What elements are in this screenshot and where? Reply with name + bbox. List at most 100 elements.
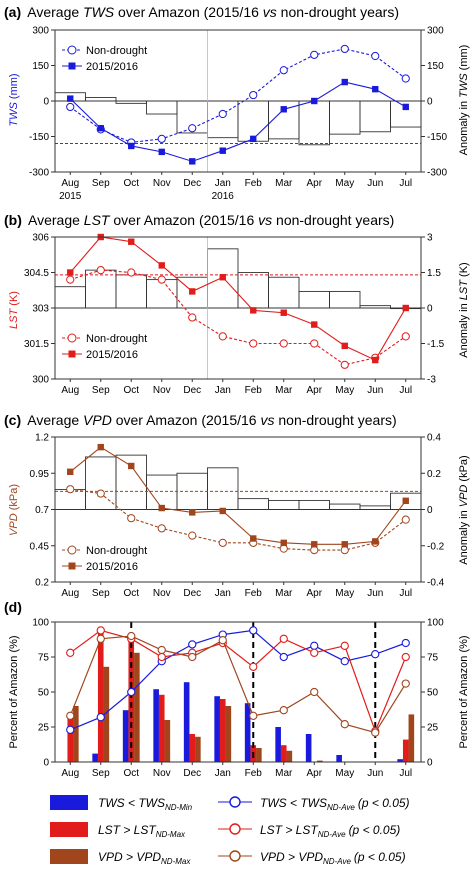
line-vpd <box>69 635 407 734</box>
y-tick-label: -300 <box>29 168 49 179</box>
point-tws <box>401 638 410 648</box>
y2-tick-label: 150 <box>427 61 444 72</box>
x-tick-label: Apr <box>306 385 322 396</box>
x-tick-label: Jul <box>399 385 412 396</box>
point-tws <box>96 713 105 722</box>
x-tick-label: Feb <box>245 768 263 779</box>
x-tick-label: May <box>335 178 354 189</box>
panel-a-title: (a) Average TWS over Amazon (2015/16 vs … <box>4 4 399 20</box>
panel-d-y2label: Percent of Amazon (%) <box>458 635 470 748</box>
y-tick-label: 100 <box>32 618 49 629</box>
anomaly-bar <box>85 96 117 102</box>
bar-tws <box>244 703 251 762</box>
non-drought-point <box>279 544 288 553</box>
bar-tws <box>336 755 342 762</box>
panel-d-ylabel: Percent of Amazon (%) <box>8 635 20 748</box>
drought-point <box>341 342 348 350</box>
y-tick-label: 306 <box>32 233 49 244</box>
y-tick-label: 75 <box>38 653 50 664</box>
panel-a-y2label: Anomaly in TWS (mm) <box>458 45 470 156</box>
non-drought-point <box>66 275 75 284</box>
panel-c-title: (c) Average VPD over Amazon (2015/16 vs … <box>4 412 397 428</box>
bar-vpd <box>317 760 323 762</box>
anomaly-bar <box>298 100 330 146</box>
point-lst <box>249 662 258 671</box>
x-tick-label: Sep <box>92 178 110 189</box>
y2-tick-label: 3 <box>427 233 433 244</box>
point-tws <box>249 626 258 635</box>
legend-bar-vpd-swatch <box>50 849 88 864</box>
legend-bar-vpd-label: VPD > VPDND-Max <box>98 850 191 866</box>
x-tick-label: Aug <box>61 178 79 189</box>
legend-c-dr-label: 2015/2016 <box>86 561 138 573</box>
x-tick-label: Apr <box>306 768 322 779</box>
bar-lst <box>67 714 74 762</box>
bar-vpd <box>134 652 140 762</box>
x-tick-label: Jun <box>367 178 383 189</box>
x-tick-label: Jul <box>399 588 412 599</box>
x-tick-label: Dec <box>183 385 201 396</box>
non-drought-point <box>188 313 197 322</box>
point-lst <box>310 648 319 657</box>
legend-c-nd-marker <box>67 545 77 555</box>
point-lst <box>401 652 410 662</box>
y-tick-label: 50 <box>38 688 50 699</box>
drought-point <box>97 125 104 132</box>
series-line-non-drought <box>70 269 407 366</box>
drought-point <box>402 304 409 312</box>
legend-line-lst-label: LST > LSTND-Ave (p < 0.05) <box>260 823 400 839</box>
point-vpd <box>96 634 105 643</box>
non-drought-point <box>401 332 410 341</box>
bar-vpd <box>408 714 415 762</box>
x-tick-label: Dec <box>183 768 201 779</box>
x-tick-label: Dec <box>183 588 201 599</box>
x-tick-label: Sep <box>92 385 110 396</box>
anomaly-bar <box>298 290 330 309</box>
panel-d-title: (d) <box>4 599 22 615</box>
drought-point <box>311 541 318 548</box>
drought-point <box>402 497 409 504</box>
non-drought-point <box>127 268 136 277</box>
non-drought-point <box>249 90 258 100</box>
x-tick-label: May <box>335 385 354 396</box>
legend-line-tws-label: TWS < TWSND-Ave (p < 0.05) <box>260 796 410 812</box>
anomaly-bar <box>85 456 117 510</box>
x-tick-label: Oct <box>123 588 139 599</box>
y-tick-label: -150 <box>29 132 49 143</box>
y-tick-label: 300 <box>32 26 49 37</box>
drought-point <box>280 309 287 316</box>
anomaly-bar <box>146 474 178 510</box>
panel-b-ylabel: LST (K) <box>8 291 20 329</box>
y-tick-label: 25 <box>38 723 50 734</box>
x-tick-label: Mar <box>275 385 293 396</box>
y2-tick-label: 100 <box>427 618 444 629</box>
legend-line-vpd-label: VPD > VPDND-Ave (p < 0.05) <box>260 850 406 866</box>
point-lst <box>340 641 349 650</box>
non-drought-point <box>66 485 75 494</box>
x-tick-label: Sep <box>92 768 110 779</box>
series-line-drought <box>69 81 407 162</box>
drought-point <box>372 85 379 93</box>
panel-c-frame <box>54 436 422 583</box>
x-tick-label: Aug <box>61 768 79 779</box>
y2-tick-label: 0 <box>427 97 433 108</box>
series-line-non-drought <box>69 48 407 143</box>
x-tick-label: Jul <box>399 178 412 189</box>
point-vpd <box>218 636 227 645</box>
x-tick-label: Sep <box>92 588 110 599</box>
bar-lst <box>402 739 409 762</box>
point-tws <box>310 641 319 650</box>
panel-b-frame <box>54 236 422 380</box>
x-tick-label: Nov <box>153 768 171 779</box>
x-tick-label: Mar <box>275 588 293 599</box>
y2-tick-label: 300 <box>427 26 444 37</box>
bar-tws <box>397 759 403 762</box>
non-drought-point <box>310 50 319 59</box>
point-vpd <box>157 645 166 655</box>
anomaly-bar <box>268 499 300 510</box>
y2-tick-label: 25 <box>427 723 439 734</box>
non-drought-point <box>96 489 105 498</box>
non-drought-point <box>279 339 288 348</box>
x-tick-label: Nov <box>153 588 171 599</box>
point-tws <box>66 725 75 734</box>
